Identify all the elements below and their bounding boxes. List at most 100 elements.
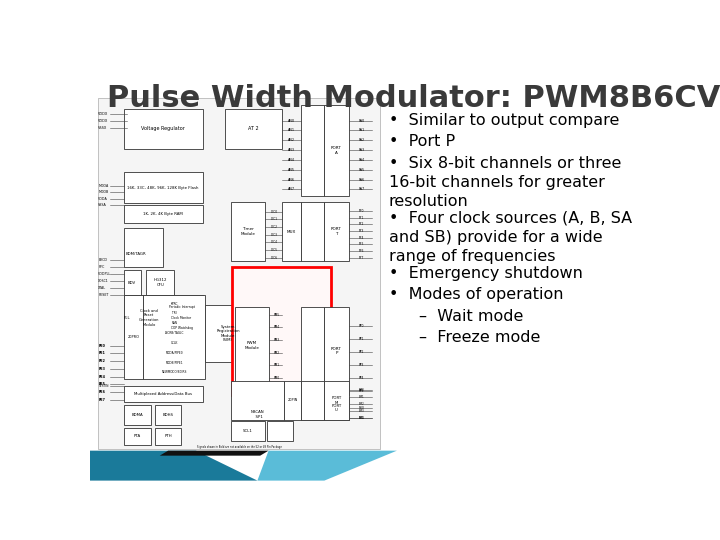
Text: Timer
Module: Timer Module xyxy=(240,227,255,236)
Text: AN2: AN2 xyxy=(288,138,295,142)
Text: 1K, 2K, 4K Byte RAM: 1K, 2K, 4K Byte RAM xyxy=(143,212,183,216)
Text: TESTIN: TESTIN xyxy=(99,384,109,388)
Text: KPRC: KPRC xyxy=(171,302,179,306)
Bar xyxy=(155,406,181,425)
Text: PE7: PE7 xyxy=(99,398,105,402)
Text: BDMA: BDMA xyxy=(131,413,143,417)
Bar xyxy=(233,267,331,395)
Text: PORT
U: PORT U xyxy=(331,404,341,412)
Text: PT5: PT5 xyxy=(359,242,364,246)
Text: IOC5: IOC5 xyxy=(271,248,278,252)
Text: IOC1: IOC1 xyxy=(271,217,278,221)
Text: PT1: PT1 xyxy=(359,215,364,220)
Text: LSCRB/TAGLC: LSCRB/TAGLC xyxy=(165,331,184,335)
Text: RESET: RESET xyxy=(99,293,109,297)
Bar xyxy=(231,381,284,420)
Text: •  Six 8-bit channels or three
16-bit channels for greater
resolution: • Six 8-bit channels or three 16-bit cha… xyxy=(389,156,621,210)
Text: PM0: PM0 xyxy=(274,376,280,380)
Text: AN6: AN6 xyxy=(288,178,295,181)
Text: BDM/TAGR: BDM/TAGR xyxy=(126,252,147,256)
Bar xyxy=(324,307,349,395)
Text: MODA: MODA xyxy=(99,184,109,188)
Text: PU0: PU0 xyxy=(359,406,365,410)
Text: IOC2: IOC2 xyxy=(271,225,278,229)
Text: PE2: PE2 xyxy=(99,359,105,363)
Polygon shape xyxy=(258,451,397,481)
Bar xyxy=(324,381,349,420)
Bar xyxy=(124,270,140,295)
Text: PT2: PT2 xyxy=(359,222,364,226)
Bar xyxy=(301,307,324,395)
Text: PM4: PM4 xyxy=(274,326,280,329)
Text: 20PRO: 20PRO xyxy=(127,335,140,339)
Text: AT 2: AT 2 xyxy=(248,126,258,131)
Text: NBCAN
  SP1: NBCAN SP1 xyxy=(251,410,264,418)
Text: MODB/PIPE1: MODB/PIPE1 xyxy=(166,361,184,365)
Text: –  Freeze mode: – Freeze mode xyxy=(419,330,541,346)
Bar xyxy=(301,381,324,420)
Text: PA1: PA1 xyxy=(359,129,365,132)
Text: PP5: PP5 xyxy=(359,389,364,394)
Text: VDDA: VDDA xyxy=(99,197,108,200)
Text: BKCD: BKCD xyxy=(99,258,107,262)
Bar xyxy=(124,109,202,149)
Text: Signals shown in Bold are not available on the 52 or 48 Pin Package: Signals shown in Bold are not available … xyxy=(197,444,282,449)
Bar xyxy=(301,105,324,197)
Text: AN0: AN0 xyxy=(288,119,295,123)
Text: PT6: PT6 xyxy=(359,249,364,253)
Text: PORT
M: PORT M xyxy=(331,396,341,404)
Text: •  Similar to output compare: • Similar to output compare xyxy=(389,113,619,127)
Bar xyxy=(324,105,349,197)
Text: PWM
Module: PWM Module xyxy=(245,341,259,350)
Text: •  Modes of operation: • Modes of operation xyxy=(389,287,563,302)
Text: PTA: PTA xyxy=(133,434,140,438)
Text: VDDPLL: VDDPLL xyxy=(99,272,112,276)
Bar xyxy=(155,428,181,445)
Text: Multiplexed Address/Data Bus: Multiplexed Address/Data Bus xyxy=(134,392,192,396)
Text: PA0: PA0 xyxy=(359,119,365,123)
Text: PE6: PE6 xyxy=(99,390,105,394)
Bar xyxy=(301,202,324,261)
Bar xyxy=(132,302,166,334)
Text: Pulse Width Modulator: PWM8B6CV1: Pulse Width Modulator: PWM8B6CV1 xyxy=(107,84,720,112)
Text: IOC3: IOC3 xyxy=(271,233,278,237)
Text: AN5: AN5 xyxy=(288,168,295,172)
Text: PM1: PM1 xyxy=(359,395,365,400)
Bar xyxy=(124,406,150,425)
Text: PP1: PP1 xyxy=(359,338,364,341)
Text: PM0: PM0 xyxy=(359,388,364,393)
Text: PM2: PM2 xyxy=(359,402,365,407)
Text: MODA/PIPE0: MODA/PIPE0 xyxy=(166,351,184,355)
Polygon shape xyxy=(90,451,258,481)
Bar xyxy=(124,205,202,223)
Text: PLL: PLL xyxy=(123,316,130,320)
Bar xyxy=(267,421,293,441)
Text: IOC4: IOC4 xyxy=(271,240,278,245)
Text: PM4: PM4 xyxy=(359,416,365,421)
Bar xyxy=(225,109,282,149)
Text: BDHS: BDHS xyxy=(163,413,174,417)
Text: PT0: PT0 xyxy=(359,209,364,213)
Bar xyxy=(324,202,349,261)
Text: –  Wait mode: – Wait mode xyxy=(419,309,523,324)
Text: PP3: PP3 xyxy=(359,363,364,367)
Bar xyxy=(235,307,269,384)
Text: PM5: PM5 xyxy=(274,313,280,317)
Text: TRI: TRI xyxy=(172,312,176,315)
Bar xyxy=(301,397,324,420)
Bar xyxy=(231,421,265,441)
Bar xyxy=(124,295,143,379)
Text: 20PIN: 20PIN xyxy=(288,398,298,402)
Text: PORT
T: PORT T xyxy=(331,227,342,236)
Text: NEWMODO/BDIRS: NEWMODO/BDIRS xyxy=(162,370,187,374)
Text: AN4: AN4 xyxy=(288,158,295,162)
Bar xyxy=(282,202,301,261)
Text: PU1: PU1 xyxy=(359,416,365,421)
Text: RFC: RFC xyxy=(99,265,104,269)
Text: PE1: PE1 xyxy=(99,352,105,355)
Text: MODB: MODB xyxy=(99,190,109,194)
Text: •  Emergency shutdown: • Emergency shutdown xyxy=(389,266,582,281)
Bar xyxy=(124,228,163,267)
Text: SCL1: SCL1 xyxy=(243,429,253,433)
Text: PA5: PA5 xyxy=(359,168,365,172)
